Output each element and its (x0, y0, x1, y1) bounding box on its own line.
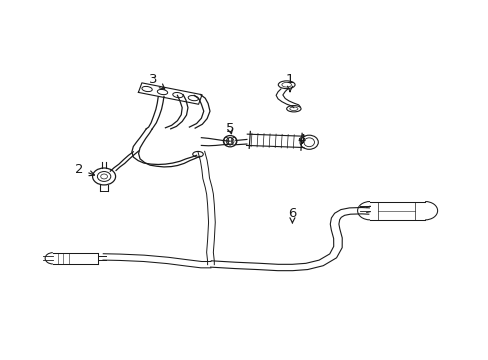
Text: 1: 1 (285, 73, 294, 92)
Text: 4: 4 (297, 133, 305, 146)
Text: 5: 5 (225, 122, 234, 135)
Text: 2: 2 (75, 163, 94, 176)
Text: 3: 3 (149, 73, 164, 89)
Text: 6: 6 (287, 207, 296, 223)
